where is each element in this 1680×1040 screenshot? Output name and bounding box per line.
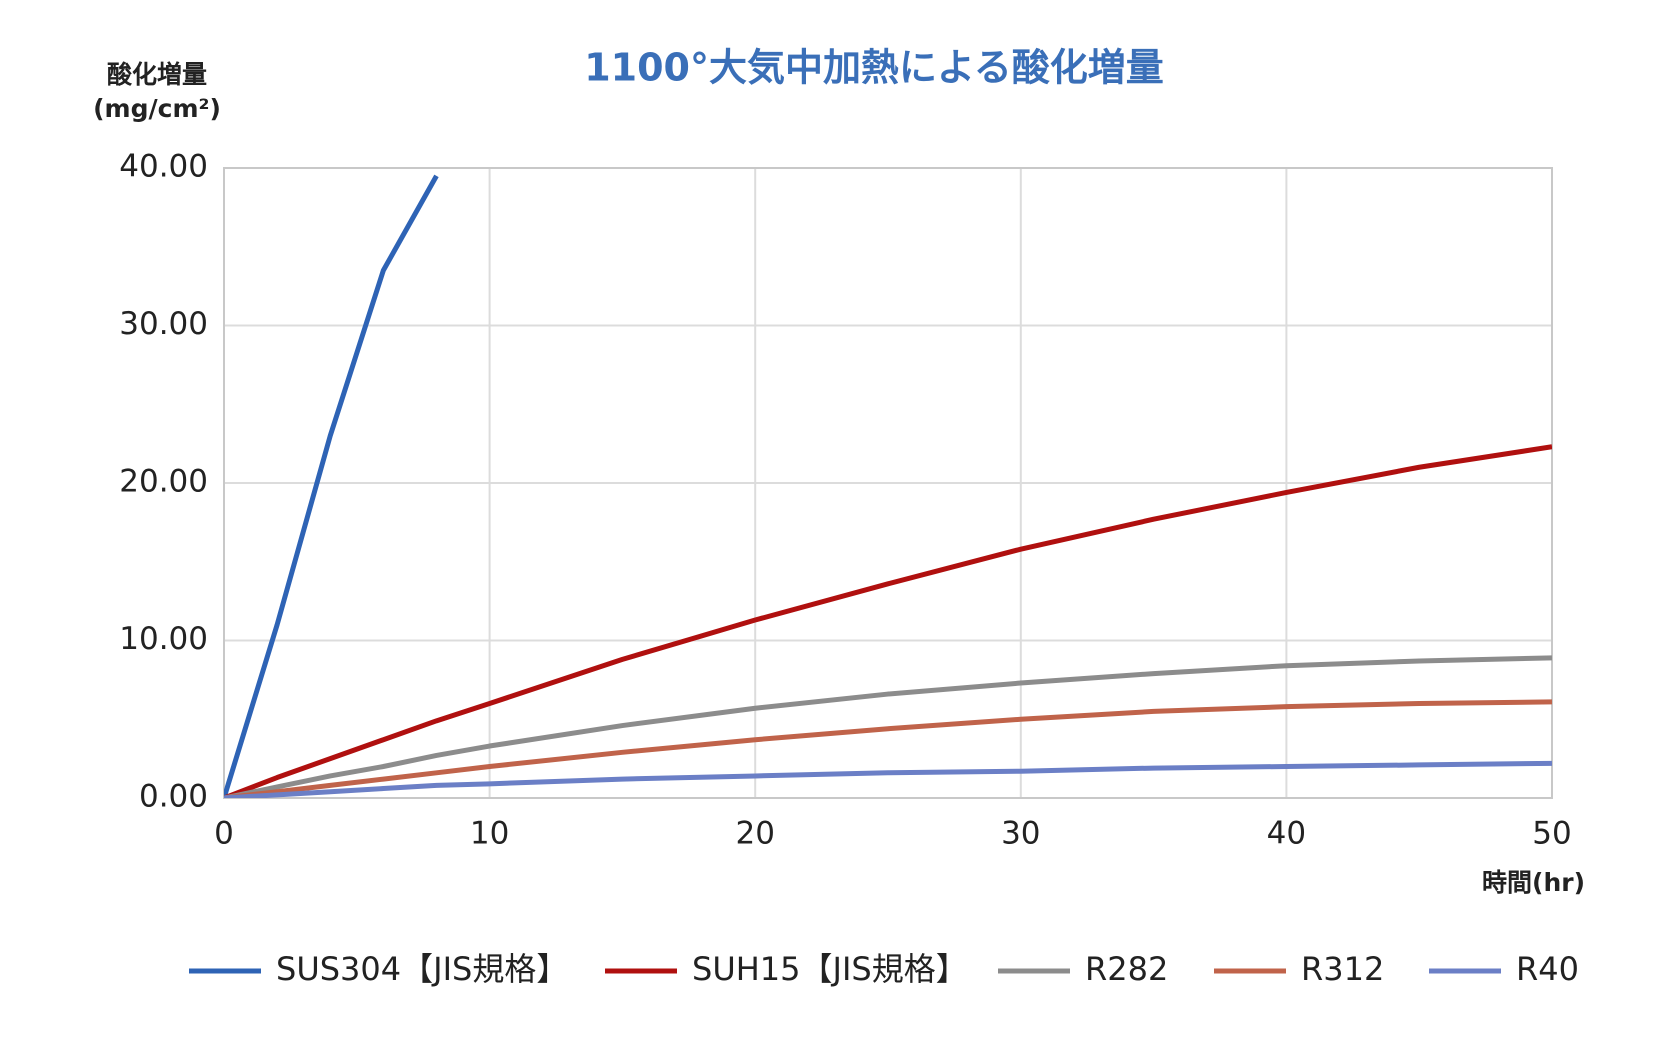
chart-title: 1100°大気中加熱による酸化増量 (584, 46, 1164, 90)
y-tick-label: 40.00 (119, 149, 208, 185)
x-tick-label: 10 (470, 816, 509, 852)
series-line (224, 444, 1552, 798)
x-tick-label: 0 (214, 816, 234, 852)
x-tick-label: 30 (1001, 816, 1040, 852)
legend-label: R282 (1085, 950, 1168, 988)
y-axis-label: 酸化増量 (107, 60, 207, 89)
y-tick-label: 10.00 (119, 621, 208, 657)
legend-label: R40 (1516, 950, 1579, 988)
plot-area (224, 174, 1552, 798)
y-tick-label: 0.00 (139, 779, 208, 815)
series-line (224, 699, 1552, 798)
series-line (224, 655, 1552, 798)
legend-label: SUS304【JIS規格】 (276, 950, 568, 988)
plot-frame (223, 167, 1553, 799)
legend-label: SUH15【JIS規格】 (692, 950, 968, 988)
y-tick-label: 30.00 (119, 306, 208, 342)
x-tick-label: 20 (735, 816, 774, 852)
y-tick-label: 20.00 (119, 464, 208, 500)
x-tick-label: 40 (1267, 816, 1306, 852)
x-tick-label: 50 (1532, 816, 1571, 852)
series-line (224, 760, 1552, 798)
series-line (224, 174, 439, 798)
x-axis-label: 時間(hr) (1482, 868, 1585, 897)
y-axis-label: (mg/cm²) (93, 94, 221, 123)
legend-label: R312 (1301, 950, 1384, 988)
